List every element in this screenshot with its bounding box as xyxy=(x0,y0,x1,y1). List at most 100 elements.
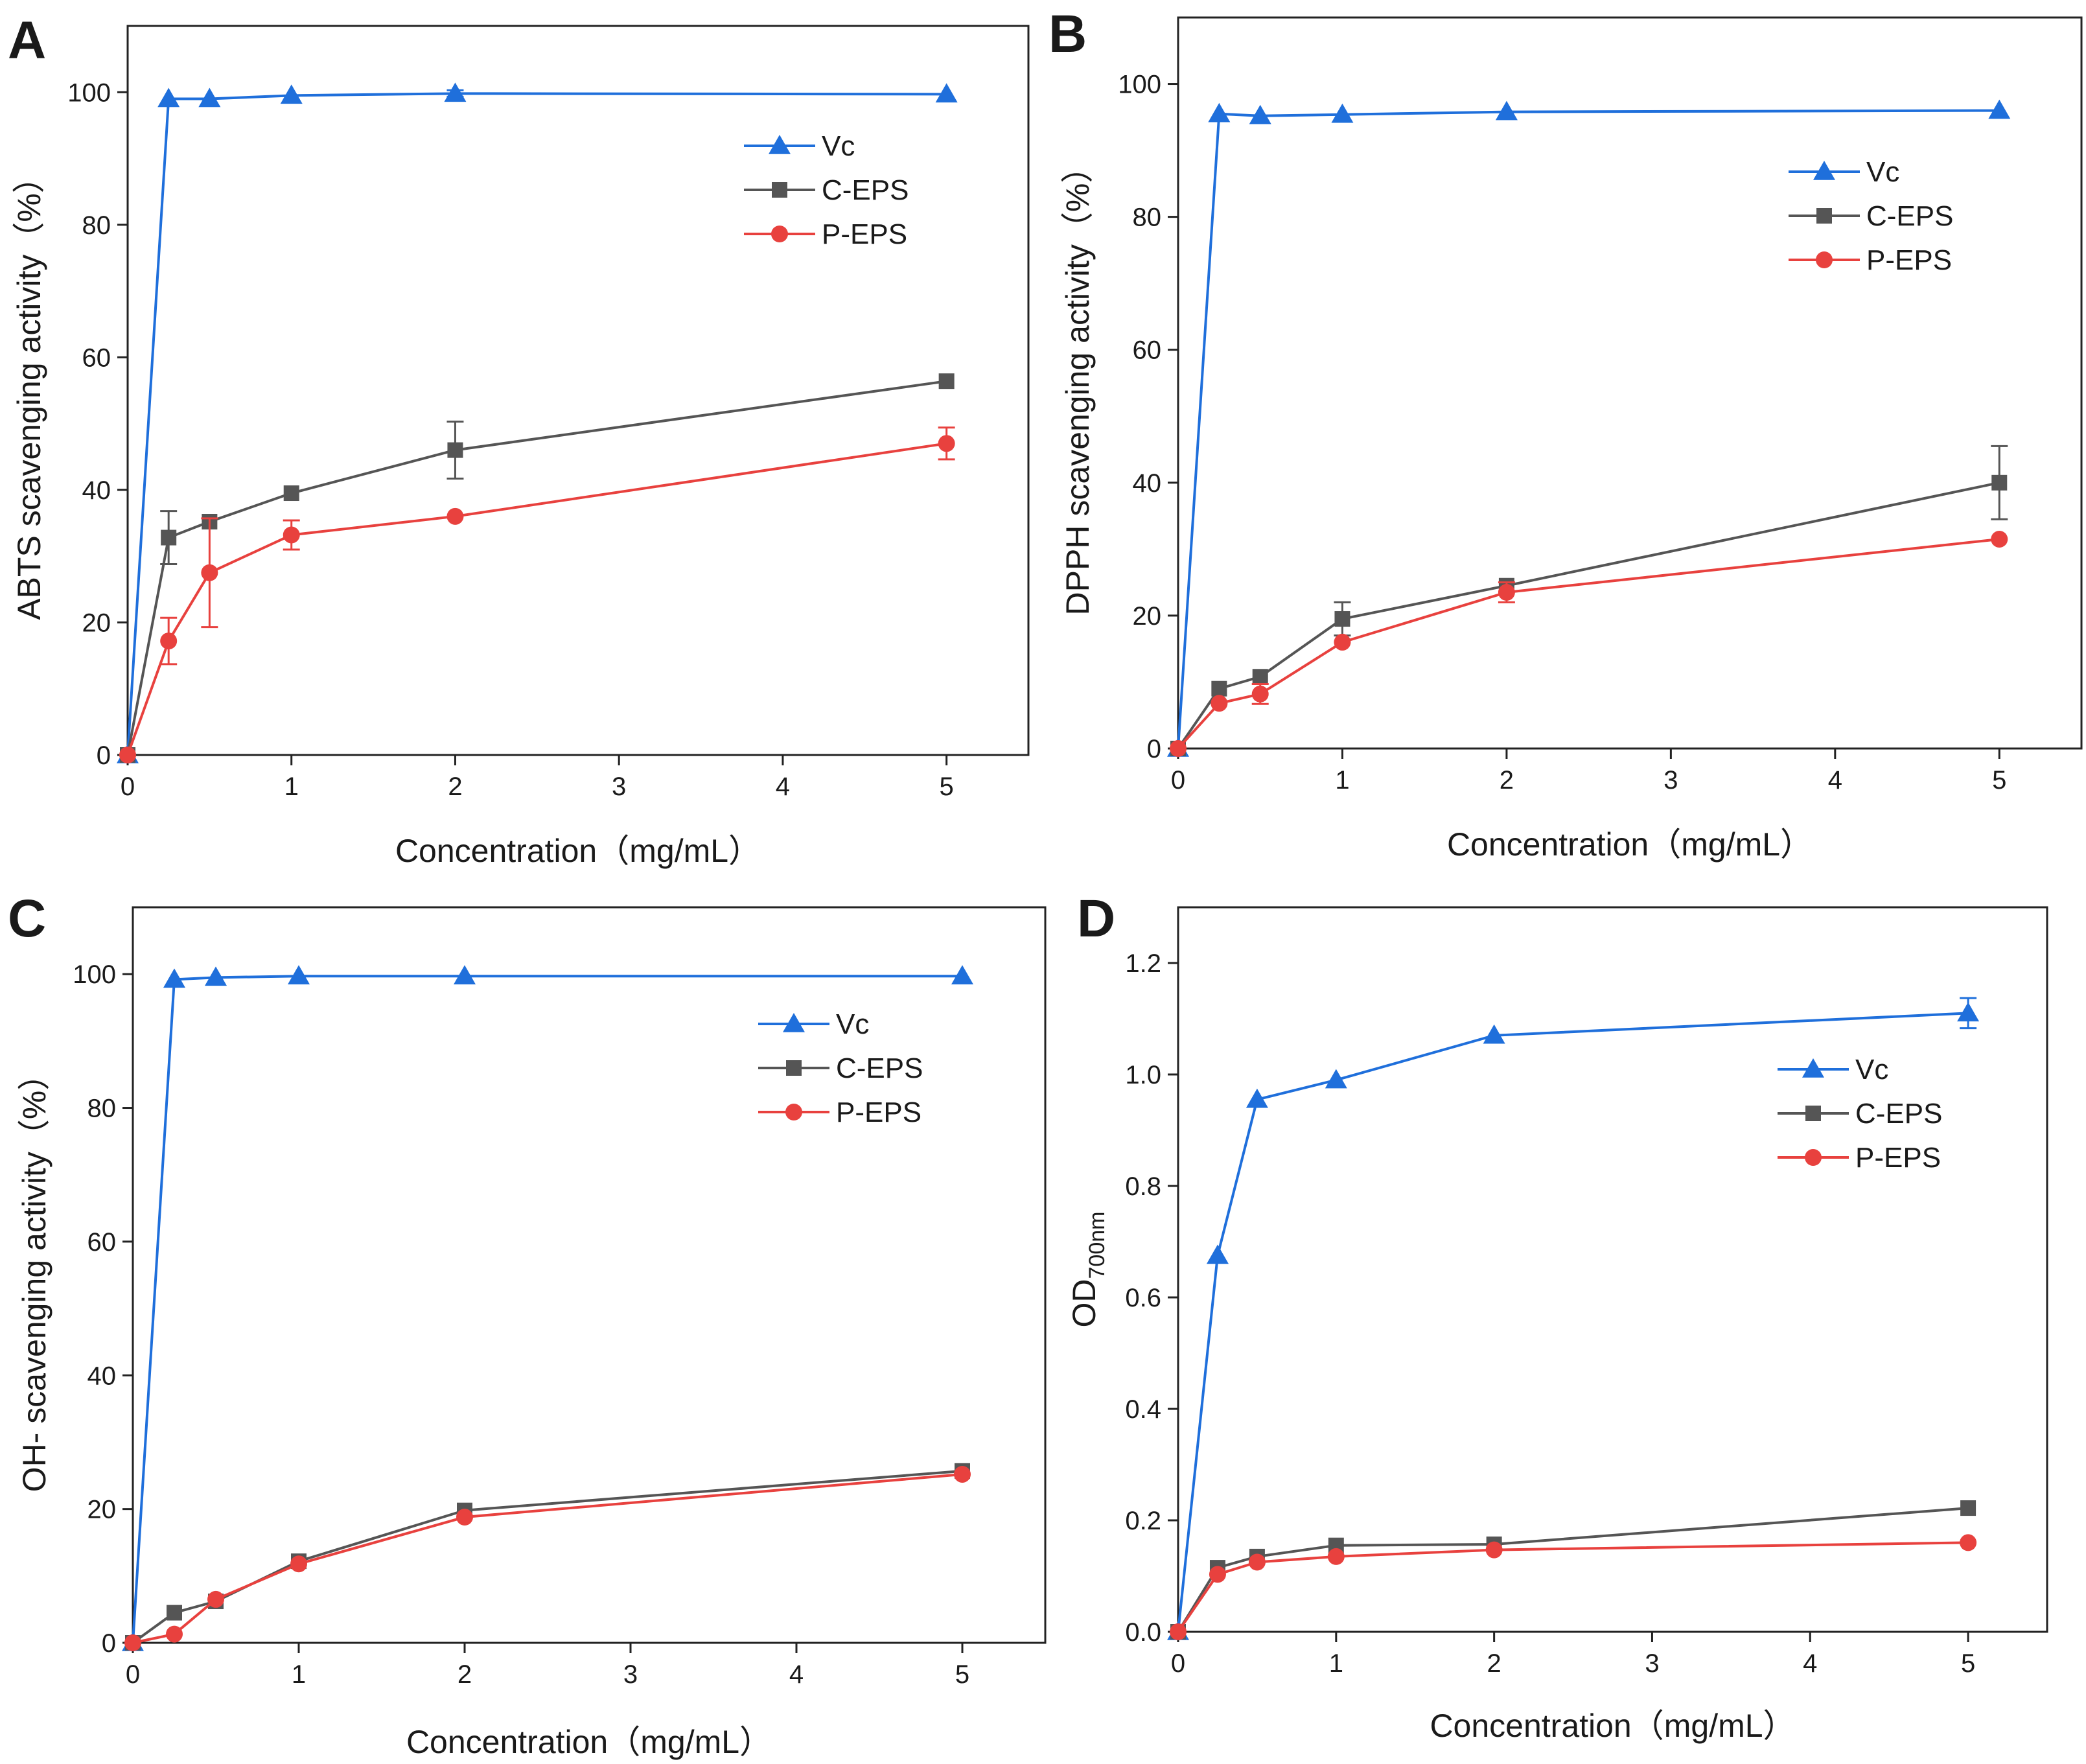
x-tick-label: 2 xyxy=(448,772,462,801)
y-tick-label: 20 xyxy=(82,609,111,637)
y-tick-label: 0.2 xyxy=(1125,1507,1161,1535)
y-tick-label: 0.4 xyxy=(1125,1395,1161,1424)
x-tick-label: 0 xyxy=(126,1660,140,1689)
data-point xyxy=(163,968,185,988)
x-tick-label: 2 xyxy=(458,1660,472,1689)
data-point xyxy=(201,564,218,581)
data-point xyxy=(1248,1553,1266,1571)
x-tick-label: 5 xyxy=(1992,766,2006,795)
y-tick-label: 80 xyxy=(87,1095,117,1123)
data-point xyxy=(1209,1566,1226,1583)
panel-c: C 0 1 2 3 4 5 0 20 40 60 80 100 Concentration（mg/mL） O… xyxy=(8,889,1047,1760)
y-tick-label: 40 xyxy=(87,1362,117,1390)
x-axis-title: Concentration（mg/mL） xyxy=(1447,826,1813,863)
x-tick-label: 5 xyxy=(1961,1649,1975,1678)
x-tick-label: 3 xyxy=(623,1660,638,1689)
legend: Vc C-EPS P-EPS xyxy=(1789,156,1953,276)
data-point xyxy=(1991,474,2008,491)
data-point xyxy=(454,965,476,985)
y-tick-label: 0.0 xyxy=(1125,1618,1161,1647)
x-tick-label: 3 xyxy=(1645,1649,1659,1678)
data-point xyxy=(1325,1069,1347,1089)
data-point xyxy=(1485,1541,1503,1559)
data-point xyxy=(1331,103,1354,123)
series-c-eps xyxy=(120,373,955,763)
data-point xyxy=(280,84,303,104)
y-axis-title: ABTS scavenging activity（%） xyxy=(11,161,47,620)
legend-label: Vc xyxy=(1855,1054,1888,1085)
series-line xyxy=(1177,1541,1969,1633)
legend-item-c-eps: C-EPS xyxy=(758,1052,923,1084)
x-tick-label: 4 xyxy=(1828,766,1842,795)
legend-label: C-EPS xyxy=(1866,200,1953,232)
panel-b: B 0 1 2 3 4 5 0 20 40 60 80 100 Concentration（mg/mL） D… xyxy=(1049,5,2083,863)
data-point xyxy=(1991,530,2008,548)
x-tick-label: 4 xyxy=(776,772,790,801)
y-tick-label: 60 xyxy=(87,1228,117,1257)
x-tick-label: 3 xyxy=(612,772,626,801)
legend: Vc C-EPS P-EPS xyxy=(744,130,909,250)
x-tick-label: 1 xyxy=(292,1660,306,1689)
legend-marker xyxy=(786,1060,802,1076)
data-point xyxy=(954,1465,971,1483)
y-tick-label: 80 xyxy=(1133,203,1162,232)
x-tick-label: 2 xyxy=(1500,766,1514,795)
data-point xyxy=(167,1605,182,1621)
legend-label: P-EPS xyxy=(836,1097,921,1128)
legend-marker xyxy=(1802,1058,1824,1078)
legend-item-p-eps: P-EPS xyxy=(744,218,907,250)
data-point xyxy=(938,373,955,389)
legend-marker xyxy=(1816,208,1832,224)
legend-marker xyxy=(783,1013,805,1032)
data-point xyxy=(1249,104,1271,124)
data-point xyxy=(166,1625,183,1643)
y-tick-label: 60 xyxy=(1133,336,1162,365)
y-tick-label: 0.8 xyxy=(1125,1172,1161,1201)
y-tick-label: 40 xyxy=(1133,469,1162,498)
x-tick-label: 4 xyxy=(789,1660,804,1689)
series-vc xyxy=(1167,997,1980,1640)
data-point xyxy=(1170,740,1187,757)
panel-letter: B xyxy=(1049,5,1087,64)
data-point xyxy=(1211,680,1227,697)
plot-frame xyxy=(126,25,1030,756)
legend-marker xyxy=(1813,161,1835,180)
series-vc xyxy=(1167,99,2011,757)
data-point xyxy=(290,1555,307,1573)
data-point xyxy=(124,1634,141,1651)
legend-label: P-EPS xyxy=(1866,244,1952,276)
legend-item-vc: Vc xyxy=(1789,156,1899,188)
data-point xyxy=(1957,1002,1980,1022)
x-tick-label: 0 xyxy=(1171,1649,1185,1678)
data-point xyxy=(1208,102,1231,122)
data-point xyxy=(207,1590,224,1608)
plot-frame xyxy=(1177,906,2048,1633)
series-line xyxy=(126,442,947,756)
data-point xyxy=(938,435,955,452)
data-point xyxy=(198,87,221,108)
data-point xyxy=(160,632,178,650)
legend-label: Vc xyxy=(1866,156,1899,188)
data-point xyxy=(1495,100,1518,121)
data-point xyxy=(288,965,310,985)
legend-label: C-EPS xyxy=(822,174,909,206)
legend-item-vc: Vc xyxy=(758,1008,869,1040)
legend-item-c-eps: C-EPS xyxy=(1778,1098,1942,1130)
legend-item-c-eps: C-EPS xyxy=(1789,200,1953,232)
data-point xyxy=(283,526,300,544)
legend-item-c-eps: C-EPS xyxy=(744,174,909,206)
series-c-eps xyxy=(1170,1500,1976,1640)
x-tick-label: 0 xyxy=(121,772,135,801)
y-tick-label: 20 xyxy=(1133,602,1162,631)
y-tick-label: 0 xyxy=(97,741,111,770)
data-point xyxy=(1327,1548,1345,1565)
series-line xyxy=(1177,1012,1969,1632)
x-tick-label: 2 xyxy=(1487,1649,1501,1678)
legend-item-vc: Vc xyxy=(1778,1054,1888,1085)
series-line xyxy=(126,380,947,756)
data-point xyxy=(446,507,464,525)
series-p-eps xyxy=(119,426,955,763)
y-axis-title: OD700nm xyxy=(1066,1212,1109,1328)
